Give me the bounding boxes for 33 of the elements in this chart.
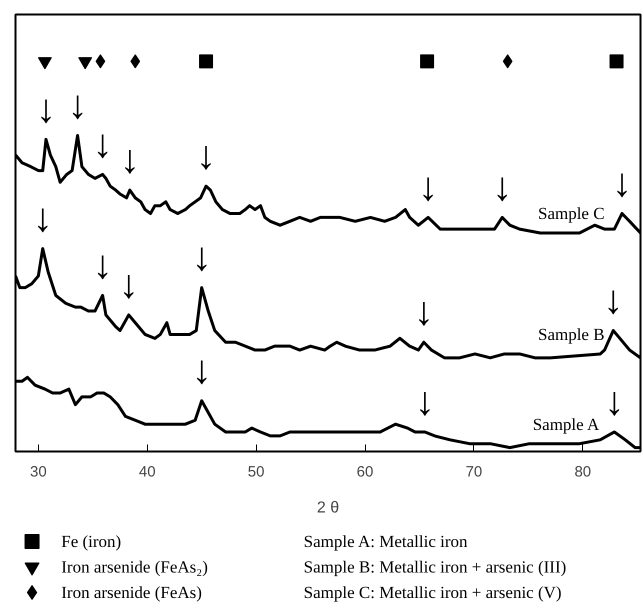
x-tick-label: 60: [356, 464, 374, 480]
text: Sample B: Metallic iron + arsenic (III): [304, 558, 566, 576]
annotation: ↓: [492, 164, 512, 209]
x-axis-title: 2 θ: [316, 500, 340, 516]
series-label: Sample C: [538, 204, 605, 224]
annotation: ↓: [196, 134, 216, 178]
x-tick-label: 40: [138, 464, 156, 480]
text: Sample A: Metallic iron: [304, 532, 468, 551]
annotation: ↓: [118, 262, 139, 306]
legend-label: Fe (iron): [61, 532, 122, 551]
annotation: ↓: [68, 82, 88, 127]
annotation: ↓: [612, 160, 632, 205]
legend-label: Iron arsenide (FeAs₂): [61, 558, 208, 576]
text: Sample C: Metallic iron + arsenic (V): [304, 583, 562, 602]
annotation: ↓: [418, 164, 438, 209]
annotation: ↓: [604, 379, 624, 424]
x-tick-label: 70: [466, 464, 482, 480]
annotation: ↓: [120, 137, 140, 182]
annotation: ↓: [192, 235, 212, 280]
x-tick-label: 50: [248, 464, 264, 480]
series-label: Sample B: [538, 325, 605, 344]
annotation: ↓: [192, 348, 212, 392]
annotation: ↓: [603, 278, 624, 322]
annotation: ↓: [92, 122, 113, 166]
annotation: ↓: [36, 86, 56, 131]
annotation: ↓: [414, 379, 435, 424]
annotation: ↓: [32, 196, 53, 240]
annotation: ↓: [414, 290, 434, 334]
series-label: Sample A: [532, 414, 600, 434]
x-tick-label: 80: [574, 464, 592, 480]
x-tick-label: 30: [30, 464, 47, 480]
annotation: ↓: [92, 242, 113, 287]
legend-label: Iron arsenide (FeAs): [61, 583, 202, 602]
